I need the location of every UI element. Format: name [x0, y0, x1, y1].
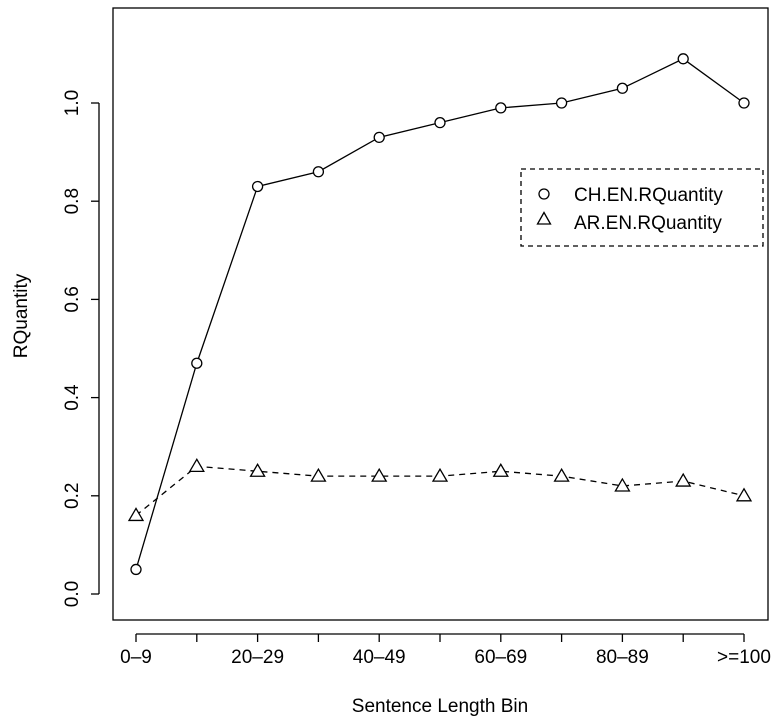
data-point-triangle [188, 458, 205, 472]
y-tick-label: 0.2 [62, 483, 83, 509]
x-tick-label: 60–69 [474, 647, 527, 668]
data-point-triangle [492, 462, 509, 477]
y-tick-label: 0.8 [62, 188, 83, 214]
data-point-circle [495, 102, 507, 114]
y-tick-label: 0.0 [62, 581, 83, 607]
data-point-circle [373, 131, 385, 144]
legend-circle-marker [538, 188, 550, 200]
data-point-triangle [614, 477, 631, 492]
data-point-circle [130, 563, 142, 576]
series-1 [127, 458, 753, 522]
data-point-triangle [249, 462, 266, 477]
data-point-circle [434, 116, 446, 129]
y-tick-label: 0.6 [62, 286, 83, 312]
data-point-circle [555, 97, 568, 109]
data-point-circle [738, 97, 750, 109]
legend-label-ch-en: CH.EN.RQuantity [574, 185, 723, 206]
data-point-triangle [127, 507, 145, 522]
data-point-circle [677, 53, 689, 65]
series-0 [130, 53, 750, 576]
x-axis-label: Sentence Length Bin [352, 696, 528, 717]
x-tick-label: 80–89 [596, 647, 649, 668]
data-point-triangle [553, 467, 570, 482]
x-tick-label: 40–49 [353, 647, 406, 668]
series-line [135, 58, 745, 570]
x-axis: 0–9 20–29 40–49 60–69 80–89 >=100 [120, 633, 771, 668]
x-tick-label: 20–29 [231, 647, 284, 668]
x-tick-label: 0–9 [120, 647, 152, 668]
data-point-triangle [735, 487, 753, 502]
data-point-circle [191, 357, 203, 369]
data-point-circle [251, 180, 264, 193]
legend-label-ar-en: AR.EN.RQuantity [574, 213, 722, 234]
data-point-triangle [431, 467, 449, 482]
data-point-circle [312, 166, 325, 178]
data-point-circle [616, 82, 629, 94]
data-point-triangle [371, 467, 388, 482]
plot-frame [112, 7, 769, 621]
y-tick-label: 1.0 [62, 90, 83, 116]
data-point-triangle [675, 472, 692, 487]
legend: CH.EN.RQuantity AR.EN.RQuantity [520, 168, 764, 247]
x-tick-label: >=100 [717, 647, 771, 668]
y-axis: 0.0 0.2 0.4 0.6 0.8 1.0 [62, 90, 100, 607]
y-axis-label: RQuantity [11, 273, 32, 358]
series-layer [127, 53, 753, 576]
legend-box [520, 168, 764, 247]
y-tick-label: 0.4 [62, 384, 83, 411]
data-point-triangle [310, 467, 327, 482]
legend-triangle-marker [536, 211, 552, 225]
